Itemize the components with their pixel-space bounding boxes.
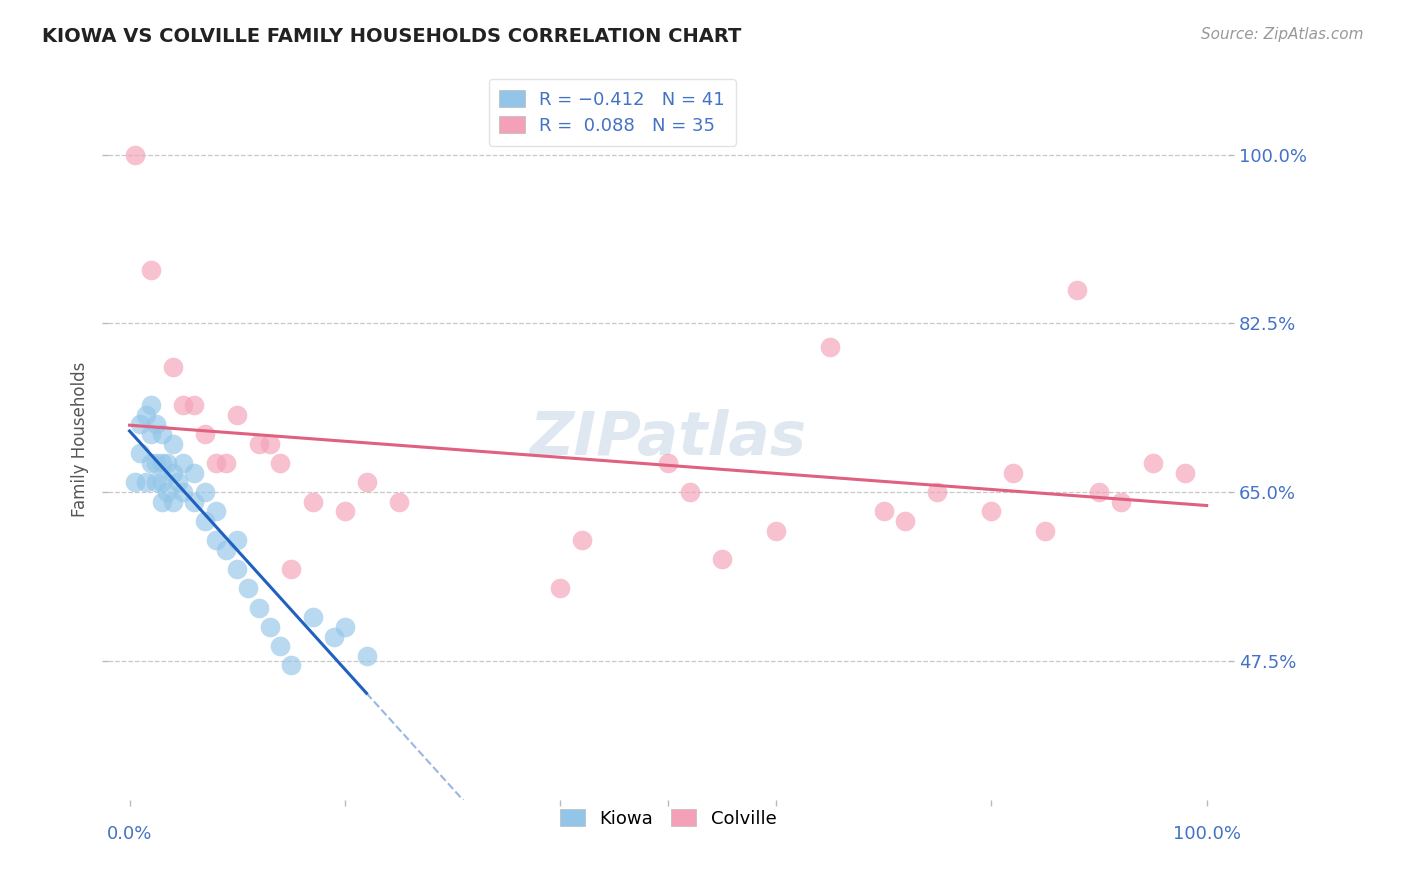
Point xyxy=(194,485,217,500)
Point xyxy=(167,475,190,490)
Point xyxy=(247,436,270,450)
Text: KIOWA VS COLVILLE FAMILY HOUSEHOLDS CORRELATION CHART: KIOWA VS COLVILLE FAMILY HOUSEHOLDS CORR… xyxy=(42,27,741,45)
Text: 0.0%: 0.0% xyxy=(107,824,152,843)
Point xyxy=(194,514,217,528)
Point xyxy=(927,485,949,500)
Point xyxy=(204,533,226,548)
Point xyxy=(172,456,194,470)
Point xyxy=(356,475,378,490)
Point xyxy=(259,436,281,450)
Y-axis label: Family Households: Family Households xyxy=(72,361,89,516)
Point xyxy=(1174,466,1197,480)
Point xyxy=(226,562,249,576)
Point xyxy=(129,417,152,432)
Point xyxy=(301,494,323,508)
Point xyxy=(124,147,146,161)
Point xyxy=(162,494,184,508)
Point xyxy=(183,494,205,508)
Point xyxy=(571,533,593,548)
Point xyxy=(1142,456,1164,470)
Point xyxy=(894,514,917,528)
Point xyxy=(124,475,146,490)
Point xyxy=(550,582,572,596)
Text: ZIPatlas: ZIPatlas xyxy=(530,409,807,468)
Point xyxy=(162,436,184,450)
Point xyxy=(172,398,194,412)
Point xyxy=(1033,524,1056,538)
Point xyxy=(280,562,302,576)
Point xyxy=(135,475,157,490)
Point xyxy=(980,504,1002,518)
Point xyxy=(226,408,249,422)
Point xyxy=(269,456,291,470)
Point xyxy=(150,475,173,490)
Point xyxy=(172,485,194,500)
Legend: Kiowa, Colville: Kiowa, Colville xyxy=(553,802,783,835)
Point xyxy=(183,466,205,480)
Point xyxy=(388,494,411,508)
Point xyxy=(1088,485,1111,500)
Point xyxy=(139,427,162,442)
Point xyxy=(215,456,238,470)
Point xyxy=(333,504,356,518)
Point xyxy=(679,485,702,500)
Point xyxy=(150,427,173,442)
Point xyxy=(765,524,787,538)
Point xyxy=(269,639,291,653)
Point xyxy=(1109,494,1132,508)
Point xyxy=(145,456,167,470)
Point xyxy=(333,620,356,634)
Point xyxy=(301,610,323,624)
Point xyxy=(162,466,184,480)
Text: 100.0%: 100.0% xyxy=(1173,824,1240,843)
Point xyxy=(162,359,184,374)
Point xyxy=(139,456,162,470)
Point xyxy=(657,456,679,470)
Point xyxy=(236,582,259,596)
Text: Source: ZipAtlas.com: Source: ZipAtlas.com xyxy=(1201,27,1364,42)
Point xyxy=(204,504,226,518)
Point xyxy=(183,398,205,412)
Point xyxy=(280,658,302,673)
Point xyxy=(145,417,167,432)
Point xyxy=(145,475,167,490)
Point xyxy=(139,263,162,277)
Point xyxy=(156,456,179,470)
Point xyxy=(872,504,894,518)
Point xyxy=(226,533,249,548)
Point xyxy=(323,630,346,644)
Point xyxy=(194,427,217,442)
Point xyxy=(150,456,173,470)
Point xyxy=(818,340,841,354)
Point xyxy=(135,408,157,422)
Point xyxy=(150,494,173,508)
Point xyxy=(156,485,179,500)
Point xyxy=(259,620,281,634)
Point xyxy=(356,648,378,663)
Point xyxy=(1001,466,1024,480)
Point xyxy=(710,552,733,566)
Point xyxy=(215,542,238,557)
Point xyxy=(1066,283,1088,297)
Point xyxy=(129,446,152,460)
Point xyxy=(204,456,226,470)
Point xyxy=(139,398,162,412)
Point xyxy=(247,600,270,615)
